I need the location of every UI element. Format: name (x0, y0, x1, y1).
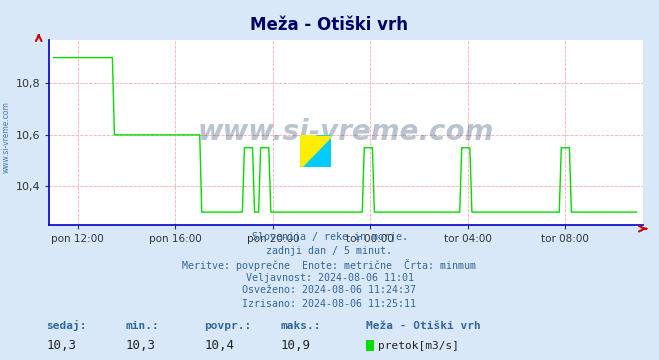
Bar (300, 135, 316, 167)
Text: pretok[m3/s]: pretok[m3/s] (378, 341, 459, 351)
Text: 10,3: 10,3 (125, 339, 156, 352)
Text: maks.:: maks.: (280, 321, 320, 331)
Text: Osveženo: 2024-08-06 11:24:37: Osveženo: 2024-08-06 11:24:37 (243, 285, 416, 296)
Text: Meritve: povprečne  Enote: metrične  Črta: minmum: Meritve: povprečne Enote: metrične Črta:… (183, 259, 476, 271)
Bar (316, 151, 331, 167)
Text: 10,4: 10,4 (204, 339, 235, 352)
Text: Meža - Otiški vrh: Meža - Otiški vrh (250, 16, 409, 34)
Text: povpr.:: povpr.: (204, 321, 252, 331)
Text: Slovenija / reke in morje.: Slovenija / reke in morje. (252, 232, 407, 242)
Text: Meža - Otiški vrh: Meža - Otiški vrh (366, 321, 480, 331)
Text: min.:: min.: (125, 321, 159, 331)
Text: 10,3: 10,3 (46, 339, 76, 352)
Text: www.si-vreme.com: www.si-vreme.com (198, 118, 494, 146)
Polygon shape (301, 136, 331, 167)
Text: 10,9: 10,9 (280, 339, 310, 352)
Text: Izrisano: 2024-08-06 11:25:11: Izrisano: 2024-08-06 11:25:11 (243, 299, 416, 309)
Text: zadnji dan / 5 minut.: zadnji dan / 5 minut. (266, 246, 393, 256)
Bar (316, 135, 331, 151)
Text: sedaj:: sedaj: (46, 320, 86, 331)
Polygon shape (301, 136, 331, 167)
Text: www.si-vreme.com: www.si-vreme.com (2, 101, 11, 173)
Text: Veljavnost: 2024-08-06 11:01: Veljavnost: 2024-08-06 11:01 (246, 273, 413, 283)
